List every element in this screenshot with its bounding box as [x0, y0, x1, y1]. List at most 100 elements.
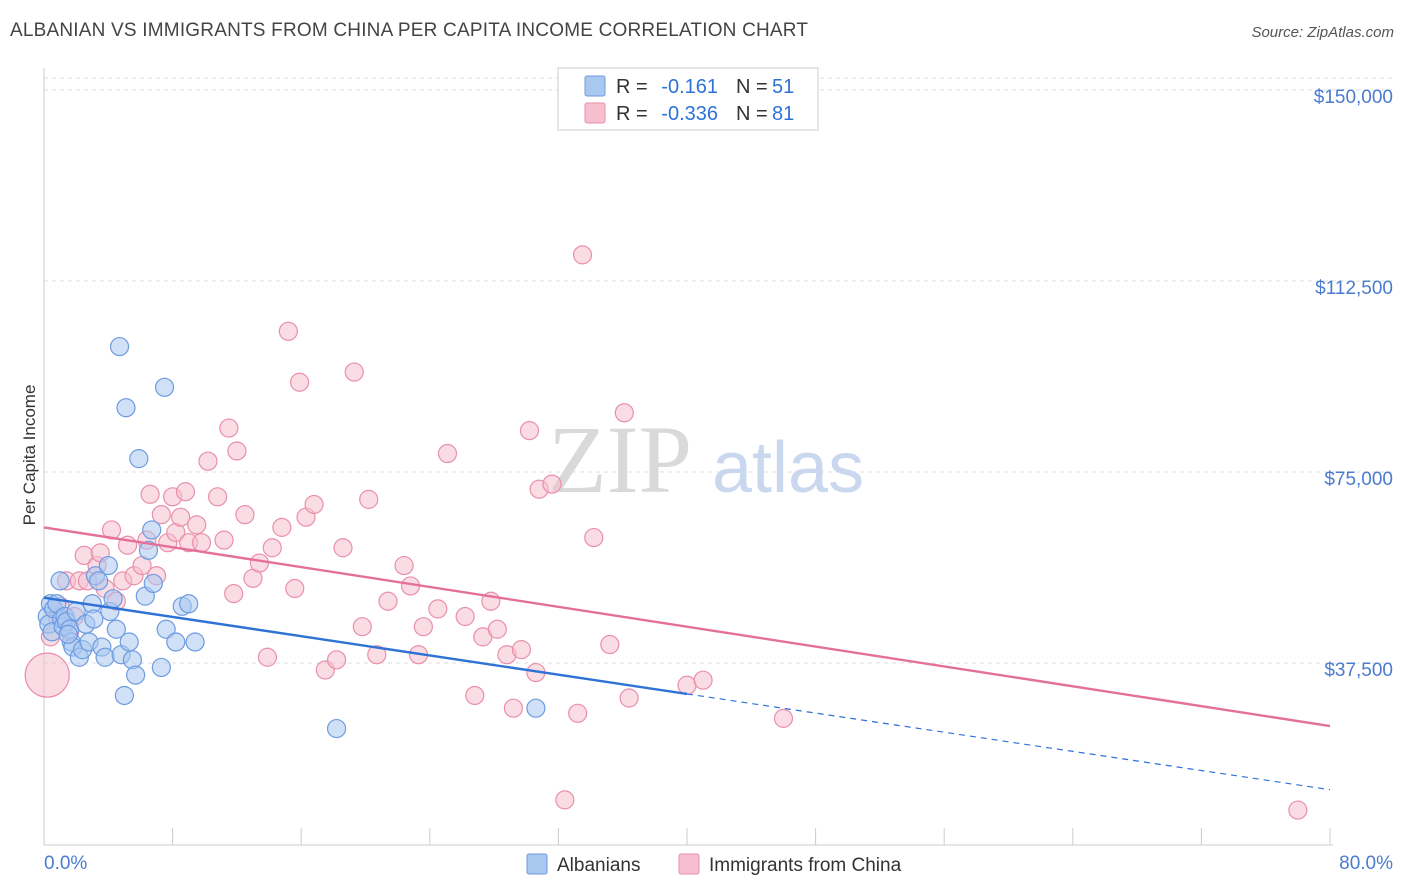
data-point — [487, 619, 507, 639]
data-point — [175, 482, 196, 502]
data-point — [572, 245, 593, 265]
legend-swatch-albanians — [584, 75, 606, 97]
watermark-atlas: atlas — [712, 428, 864, 508]
bottom-legend-china: Immigrants from China — [709, 855, 902, 876]
data-point — [584, 527, 604, 548]
y-tick-label: $112,500 — [1315, 278, 1393, 299]
data-point — [187, 515, 207, 535]
data-point — [693, 670, 713, 690]
data-point — [151, 505, 171, 525]
data-point — [114, 685, 134, 706]
trend-lines — [43, 526, 1331, 791]
data-point — [103, 589, 123, 609]
data-point — [526, 698, 546, 718]
data-point — [84, 609, 104, 629]
data-point — [140, 484, 160, 504]
data-point — [95, 647, 115, 667]
data-point — [185, 632, 205, 652]
data-point — [249, 553, 270, 573]
data-point — [359, 489, 379, 509]
data-point — [511, 640, 532, 660]
data-point — [600, 634, 620, 655]
data-point — [106, 619, 126, 639]
data-point — [428, 599, 448, 619]
data-point — [503, 698, 523, 718]
bottom-legend-swatch-albanians — [526, 853, 548, 875]
data-point — [352, 617, 372, 637]
series-legend: Albanians Immigrants from China — [526, 853, 902, 876]
data-point — [614, 403, 634, 423]
legend-n-label-albanians: N = — [736, 76, 768, 98]
data-point — [24, 652, 70, 698]
data-point — [126, 665, 146, 685]
legend-n-label-china: N = — [736, 103, 768, 125]
data-point — [262, 538, 282, 558]
data-point — [89, 571, 109, 591]
data-point — [219, 418, 239, 438]
data-point — [154, 377, 175, 397]
data-point — [257, 647, 278, 667]
source-credit: Source: ZipAtlas.com — [1251, 24, 1394, 41]
y-axis-label: Per Capita Income — [20, 385, 39, 526]
data-point — [58, 624, 78, 644]
data-point — [542, 474, 562, 494]
data-point — [224, 583, 244, 604]
data-point — [289, 372, 310, 392]
data-point — [50, 571, 70, 591]
x-tick-labels: 0.0% 80.0% — [44, 853, 1393, 874]
data-point — [119, 632, 139, 652]
data-point — [465, 685, 485, 706]
data-point — [166, 632, 186, 652]
series-china-points — [24, 245, 1308, 820]
data-point — [437, 443, 458, 464]
axes — [43, 68, 1333, 846]
data-point — [179, 594, 199, 614]
data-point — [326, 650, 347, 670]
data-point — [278, 321, 298, 341]
data-point — [1288, 800, 1308, 820]
data-point — [143, 573, 163, 594]
legend-r-label-albanians: R = — [616, 76, 648, 98]
y-tick-label: $37,500 — [1324, 660, 1393, 681]
data-point — [156, 619, 176, 639]
data-point — [272, 517, 292, 537]
data-point — [109, 336, 130, 357]
data-point — [116, 398, 136, 418]
data-point — [227, 441, 247, 461]
data-point — [378, 591, 398, 611]
data-point — [773, 708, 794, 728]
data-point — [191, 533, 212, 553]
y-tick-label: $150,000 — [1314, 87, 1393, 108]
x-tick-min: 0.0% — [44, 853, 87, 874]
legend-r-label-china: R = — [616, 103, 648, 125]
data-point — [519, 421, 540, 441]
data-point — [198, 451, 218, 471]
data-point — [129, 449, 149, 469]
data-point — [619, 688, 639, 708]
x-tick-max: 80.0% — [1339, 853, 1393, 874]
data-point — [285, 578, 305, 599]
data-point — [142, 520, 162, 540]
data-point — [568, 703, 588, 723]
data-point — [677, 675, 697, 695]
data-point — [235, 505, 255, 525]
data-point — [394, 555, 414, 576]
trend-line-albanians — [43, 596, 688, 696]
data-point — [208, 487, 228, 507]
data-point — [455, 606, 475, 627]
watermark-zip: ZIP — [548, 406, 692, 513]
data-point — [304, 494, 324, 515]
y-tick-label: $75,000 — [1324, 469, 1393, 490]
data-point — [413, 617, 433, 637]
data-point — [98, 555, 118, 576]
legend-r-china: -0.336 — [661, 103, 718, 125]
data-point — [367, 645, 387, 665]
watermark: ZIP atlas — [548, 406, 864, 513]
legend-r-albanians: -0.161 — [661, 76, 718, 98]
data-point — [214, 530, 234, 550]
correlation-legend: R = -0.161 N = 51 R = -0.336 N = 81 — [557, 67, 819, 131]
data-point — [151, 657, 171, 678]
data-point — [333, 538, 353, 558]
trend-line-china — [43, 526, 1331, 728]
